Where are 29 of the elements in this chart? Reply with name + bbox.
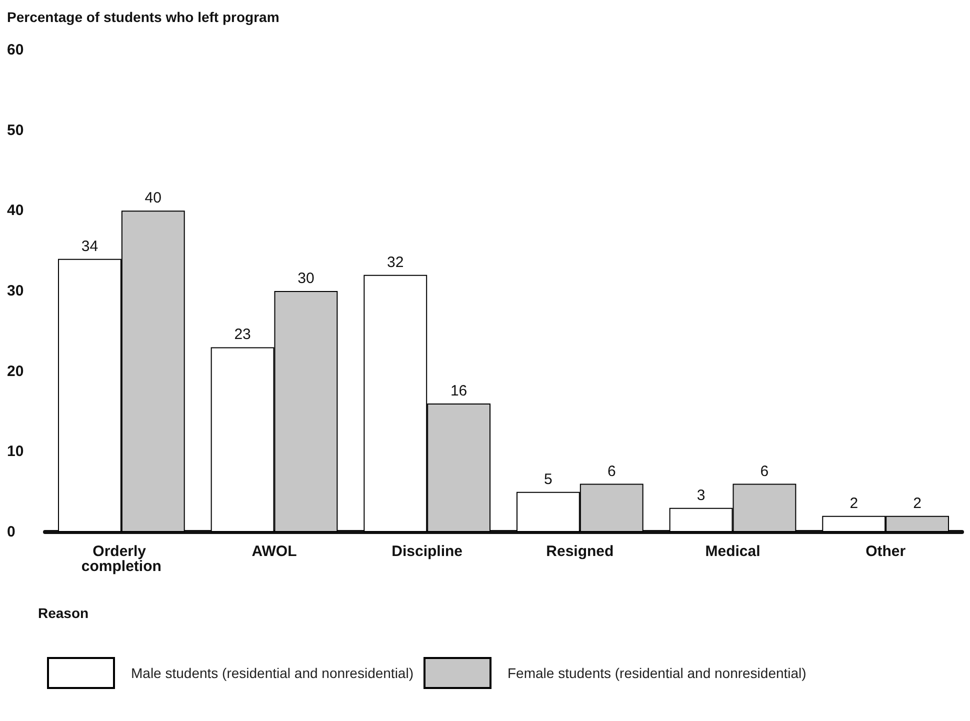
- data-label: 2: [913, 494, 922, 512]
- data-label: 40: [144, 190, 162, 207]
- x-axis-title: Reason: [38, 605, 89, 621]
- y-tick-label: 0: [7, 524, 16, 540]
- y-tick-label: 20: [7, 362, 24, 380]
- y-tick-label: 60: [7, 42, 24, 58]
- x-tick-label: Medical: [705, 543, 760, 560]
- x-tick-label: Other: [866, 543, 906, 560]
- data-label: 6: [760, 462, 769, 480]
- x-tick-label: Orderly completion: [81, 543, 162, 575]
- data-label: 32: [387, 254, 404, 271]
- x-tick-label: AWOL: [252, 543, 297, 560]
- data-label: 16: [450, 382, 468, 400]
- legend-label: Male students (residential and nonresidential): [131, 665, 414, 681]
- y-tick-label: 40: [7, 202, 24, 220]
- y-tick-label: 30: [7, 282, 24, 300]
- y-tick-label: 50: [7, 122, 24, 139]
- data-label: 2: [850, 494, 858, 512]
- legend-label: Female students (residential and nonresidential): [507, 665, 806, 681]
- data-label: 34: [81, 238, 98, 255]
- data-label: 30: [298, 270, 314, 287]
- y-axis-title: Percentage of students who left program: [7, 9, 280, 25]
- data-label: 6: [607, 462, 616, 480]
- x-tick-label: Discipline: [392, 543, 463, 560]
- x-tick-label: Resigned: [546, 543, 614, 560]
- y-tick-label: 10: [7, 443, 24, 460]
- data-label: 23: [234, 326, 251, 344]
- data-label: 5: [544, 470, 552, 488]
- data-label: 3: [696, 486, 706, 504]
